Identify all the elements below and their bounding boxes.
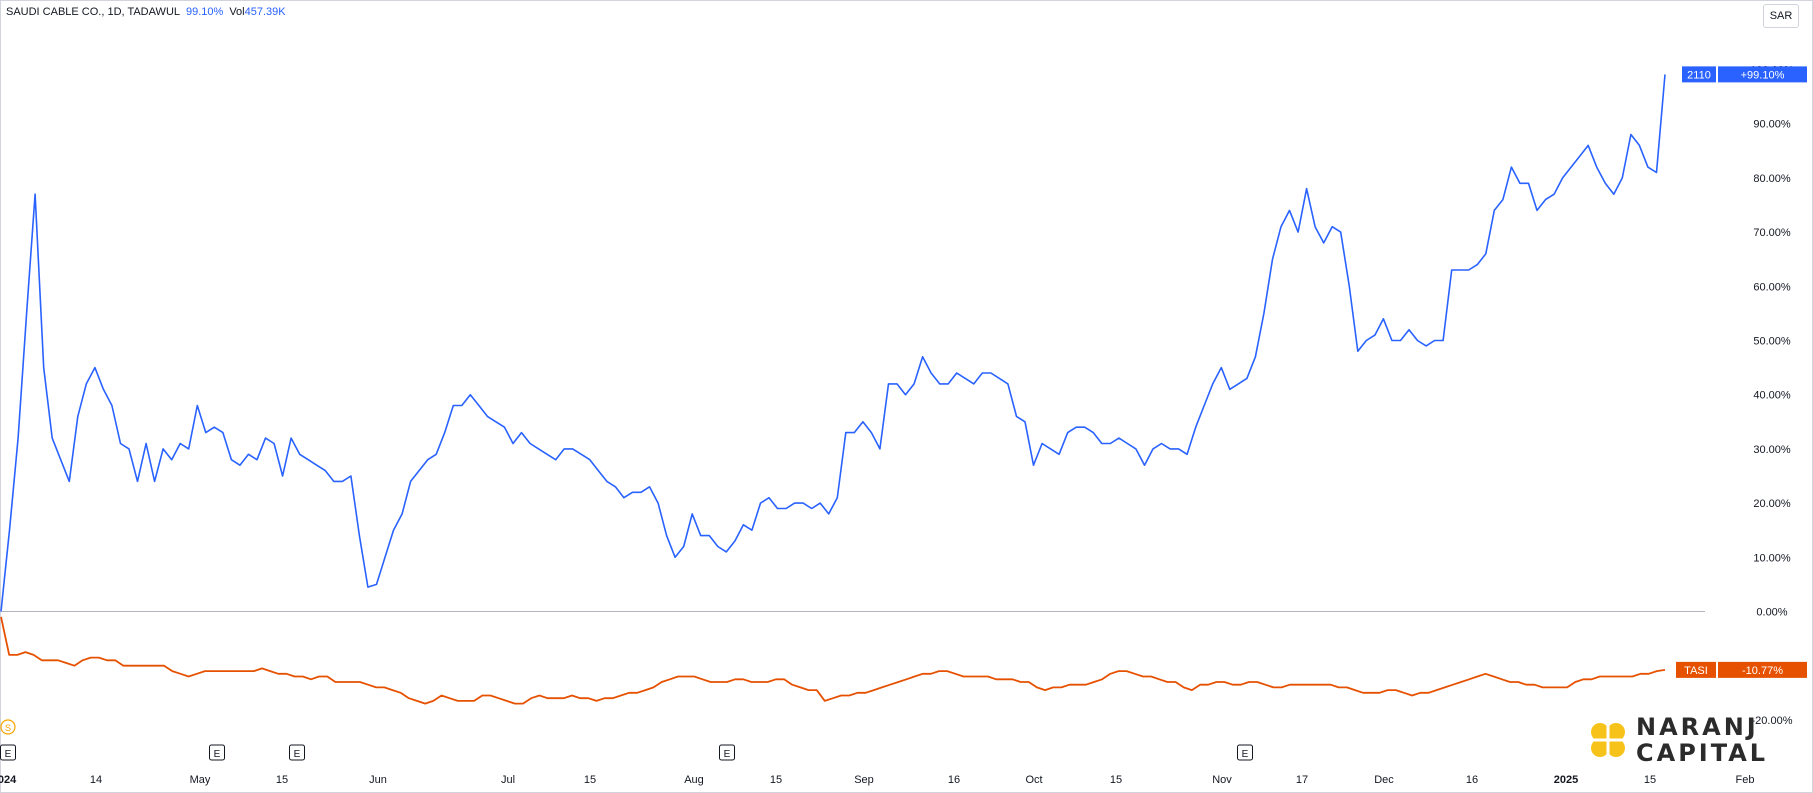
series-value-badge: [1718, 66, 1807, 83]
x-tick-label: 2025: [1554, 774, 1578, 786]
logo-mark-icon: [1591, 723, 1625, 757]
x-tick-label: Aug: [684, 774, 704, 786]
x-tick-label: Feb: [1736, 774, 1755, 786]
naranj-capital-logo: NARANJ CAPITAL: [1588, 714, 1768, 766]
x-tick-label: 16: [948, 774, 960, 786]
legend-vol-label: Vol: [229, 6, 245, 18]
series-name-text: 2110: [1687, 69, 1711, 81]
x-tick-label: 2024: [0, 774, 17, 786]
x-tick-label: 15: [1110, 774, 1122, 786]
logo-line2: CAPITAL: [1636, 739, 1769, 767]
earnings-marker[interactable]: [719, 744, 735, 761]
y-tick-label: 20.00%: [1753, 498, 1791, 510]
y-tick-label: 10.00%: [1753, 552, 1791, 564]
earnings-marker-label: E: [1242, 749, 1249, 760]
x-axis: 2024 14 May 15 Jun Jul 15 Aug 15 Sep 16 Oct 15 Nov 17 D…: [0, 774, 1754, 786]
series-line-tasi[interactable]: [0, 616, 1666, 705]
last-value-label-tasi: TASI -10.77%: [1676, 661, 1807, 678]
x-tick-label: Oct: [1025, 774, 1042, 786]
legend-change: 99.10%: [186, 6, 224, 18]
y-tick-label: 90.00%: [1753, 119, 1791, 131]
x-tick-label: 17: [1296, 774, 1308, 786]
x-tick-label: Dec: [1374, 774, 1394, 786]
y-tick-label: 80.00%: [1753, 173, 1791, 185]
x-tick-label: Sep: [854, 774, 874, 786]
x-tick-label: 15: [1644, 774, 1656, 786]
legend-symbol[interactable]: SAUDI CABLE CO., 1D, TADAWUL: [6, 6, 181, 18]
dividend-marker-label: S: [5, 723, 11, 733]
price-labels: 2110 +99.10% TASI -10.77%: [1676, 66, 1807, 678]
series-name-badge: [1682, 66, 1716, 83]
y-tick-label: 70.00%: [1753, 227, 1791, 239]
last-value-label-2110: 2110 +99.10%: [1682, 66, 1807, 83]
series-layer: [0, 74, 1666, 705]
y-tick-label: 0.00%: [1756, 607, 1787, 619]
x-tick-label: Jul: [501, 774, 515, 786]
x-tick-label: 15: [584, 774, 596, 786]
y-tick-label: 60.00%: [1753, 281, 1791, 293]
series-name-text: TASI: [1684, 665, 1708, 677]
x-tick-label: 14: [90, 774, 102, 786]
earnings-marker[interactable]: [0, 744, 16, 761]
legend-vol-value: 457.39K: [244, 6, 286, 18]
series-value-text: -10.77%: [1742, 665, 1783, 677]
earnings-marker-label: E: [214, 749, 221, 760]
logo-line1: NARANJ: [1636, 713, 1759, 741]
x-tick-label: Jun: [369, 774, 387, 786]
x-tick-label: Nov: [1212, 774, 1232, 786]
earnings-marker[interactable]: [209, 744, 225, 761]
x-tick-label: 15: [770, 774, 782, 786]
y-tick-label: -20.00%: [1752, 715, 1793, 727]
y-tick-label: 30.00%: [1753, 444, 1791, 456]
event-markers: E E E E E S: [0, 719, 1253, 761]
series-line-2110[interactable]: [0, 74, 1666, 612]
series-value-badge: [1718, 661, 1807, 678]
earnings-marker-label: E: [724, 749, 731, 760]
series-value-text: +99.10%: [1741, 69, 1785, 81]
currency-button[interactable]: SAR: [1763, 4, 1799, 28]
earnings-marker-label: E: [294, 749, 301, 760]
y-axis: 100.00%90.00%80.00%70.00%60.00%50.00%40.…: [1750, 65, 1794, 727]
earnings-marker-label: E: [5, 749, 12, 760]
x-tick-label: May: [190, 774, 211, 786]
logo-text: NARANJ CAPITAL: [1636, 714, 1768, 766]
series-name-badge: [1676, 661, 1716, 678]
earnings-marker[interactable]: [289, 744, 305, 761]
x-tick-label: 15: [276, 774, 288, 786]
dividend-marker[interactable]: [0, 719, 16, 735]
chart-legend: SAUDI CABLE CO., 1D, TADAWUL 99.10% Vol457…: [6, 6, 286, 18]
y-tick-label: 50.00%: [1753, 336, 1791, 348]
x-tick-label: 16: [1466, 774, 1478, 786]
earnings-marker[interactable]: [1237, 744, 1253, 761]
y-tick-label: 40.00%: [1753, 390, 1791, 402]
